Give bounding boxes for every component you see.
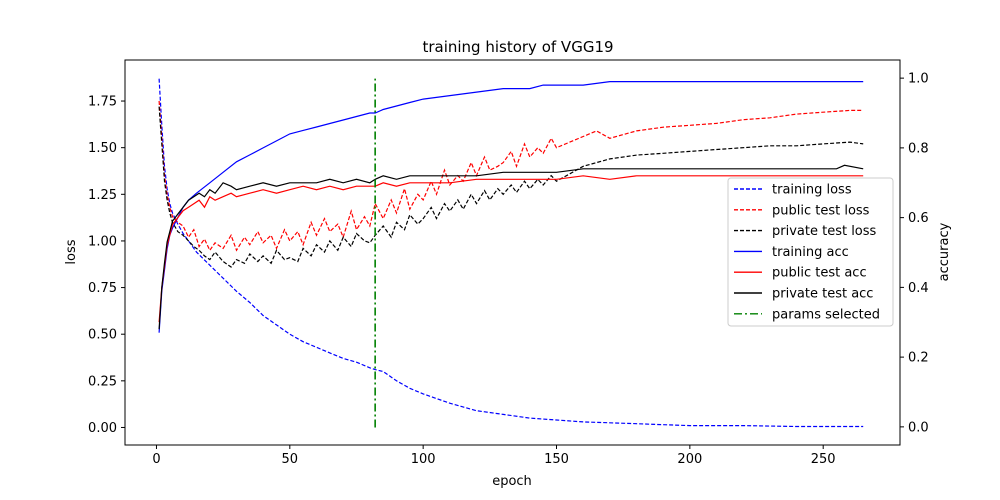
series-line-training-acc [158, 80, 864, 333]
y2-axis-title: accuracy [937, 222, 952, 281]
x-tick-label: 150 [544, 452, 569, 467]
y2-tick-label: 0.4 [908, 281, 929, 296]
y-tick-label: 1.25 [88, 188, 117, 203]
x-tick-label: 0 [152, 452, 160, 467]
x-tick-label: 200 [677, 452, 702, 467]
chart-title: training history of VGG19 [422, 38, 613, 56]
series-line-private-test-acc [158, 164, 864, 330]
y2-tick-label: 1.0 [908, 72, 929, 87]
x-tick-label: 100 [411, 452, 436, 467]
y-tick-label: 0.00 [88, 421, 117, 436]
y-axis-title: loss [64, 239, 79, 264]
legend-label: training acc [772, 245, 849, 260]
series-line-training-loss [158, 78, 864, 428]
y2-tick-label: 0.8 [908, 141, 929, 156]
y-axis-right: 0.0 0.2 0.4 0.6 0.8 1.0 [900, 72, 929, 435]
y-axis-left: 0.00 0.25 0.50 0.75 1.00 1.25 1.50 1.75 [88, 95, 125, 436]
legend-label: private test acc [772, 287, 873, 302]
legend: training loss public test loss private tes… [727, 177, 894, 327]
series-line-private-test-loss [158, 106, 864, 268]
y-tick-label: 0.50 [88, 328, 117, 343]
legend-label: params selected [772, 307, 880, 322]
x-tick-label: 250 [811, 452, 836, 467]
plot-frame [124, 59, 901, 446]
legend-label: public test loss [772, 203, 870, 218]
y-tick-label: 1.00 [88, 234, 117, 249]
legend-label: private test loss [772, 224, 877, 239]
series-line-public-test-loss [158, 100, 864, 252]
y-tick-label: 1.75 [88, 95, 117, 110]
y2-tick-label: 0.2 [908, 351, 929, 366]
x-tick-label: 50 [282, 452, 299, 467]
legend-box [727, 177, 894, 327]
y-tick-label: 1.50 [88, 141, 117, 156]
y-tick-label: 0.75 [88, 281, 117, 296]
x-axis-title: epoch [492, 474, 532, 489]
plot-lines [158, 78, 864, 428]
x-axis: 0 50 100 150 200 250 [152, 445, 836, 467]
legend-label: public test acc [772, 266, 867, 281]
legend-label: training loss [772, 183, 852, 198]
y2-tick-label: 0.0 [908, 420, 929, 435]
y-tick-label: 0.25 [88, 374, 117, 389]
y2-tick-label: 0.6 [908, 211, 929, 226]
series-line-public-test-acc [158, 175, 864, 323]
